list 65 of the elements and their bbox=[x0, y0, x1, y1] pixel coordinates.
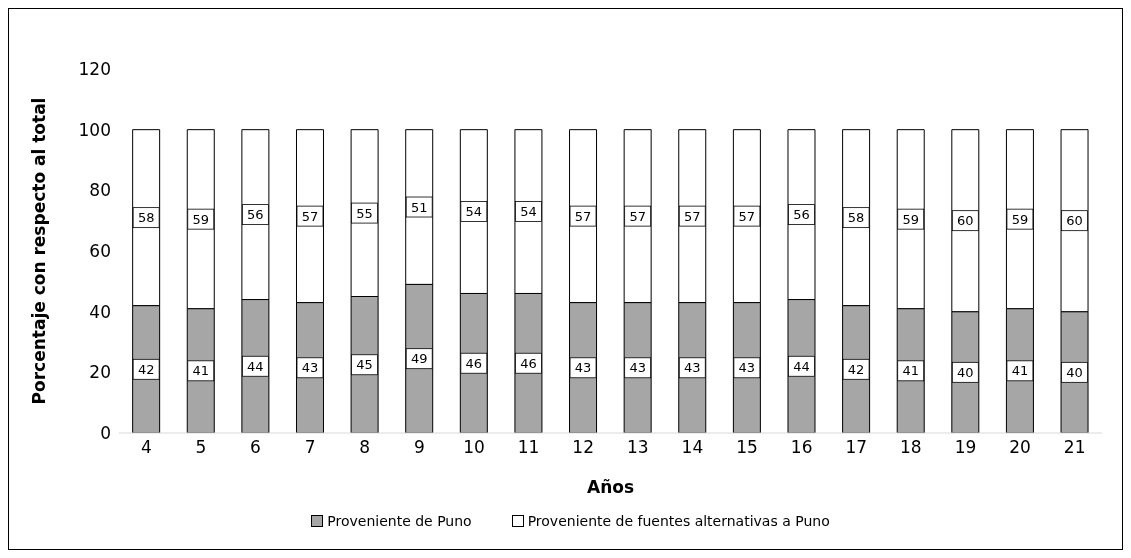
y-tick-label: 40 bbox=[89, 301, 111, 322]
data-label: 57 bbox=[683, 208, 701, 224]
data-label: 45 bbox=[356, 357, 373, 373]
data-label: 44 bbox=[793, 358, 810, 374]
data-label: 57 bbox=[574, 208, 592, 224]
x-tick-label: 21 bbox=[1063, 437, 1086, 458]
data-label: 60 bbox=[957, 213, 974, 229]
data-label: 40 bbox=[1066, 364, 1083, 380]
x-tick-label: 19 bbox=[954, 437, 977, 458]
data-label: 58 bbox=[847, 210, 865, 226]
data-label: 51 bbox=[410, 199, 428, 215]
data-label: 49 bbox=[410, 351, 428, 367]
data-label: 41 bbox=[1011, 363, 1029, 379]
data-label: 43 bbox=[738, 360, 756, 376]
x-tick-label: 20 bbox=[1009, 437, 1031, 458]
data-label: 43 bbox=[629, 360, 646, 376]
data-label: 59 bbox=[192, 211, 210, 227]
data-label: 54 bbox=[465, 204, 483, 220]
data-label: 60 bbox=[1066, 213, 1083, 229]
x-tick-label: 10 bbox=[463, 437, 485, 458]
x-tick-label: 11 bbox=[517, 437, 540, 458]
x-tick-label: 14 bbox=[681, 437, 704, 458]
y-tick-label: 100 bbox=[78, 119, 111, 140]
data-label: 43 bbox=[683, 360, 701, 376]
data-label: 40 bbox=[957, 364, 974, 380]
x-tick-label: 5 bbox=[195, 437, 207, 458]
data-label: 42 bbox=[847, 361, 865, 377]
data-label: 44 bbox=[247, 358, 264, 374]
x-tick-label: 7 bbox=[304, 437, 316, 458]
y-tick-label: 120 bbox=[78, 59, 111, 80]
data-label: 59 bbox=[1011, 211, 1029, 227]
data-label: 55 bbox=[356, 205, 373, 221]
y-tick-label: 60 bbox=[89, 241, 111, 262]
x-tick-label: 18 bbox=[900, 437, 922, 458]
data-label: 43 bbox=[574, 360, 592, 376]
x-tick-label: 17 bbox=[845, 437, 868, 458]
data-label: 41 bbox=[902, 363, 919, 379]
data-label: 59 bbox=[902, 211, 919, 227]
data-label: 43 bbox=[301, 360, 319, 376]
x-tick-label: 6 bbox=[250, 437, 261, 458]
x-tick-label: 16 bbox=[790, 437, 813, 458]
data-label: 57 bbox=[738, 208, 756, 224]
y-tick-label: 80 bbox=[89, 180, 111, 201]
x-tick-label: 9 bbox=[413, 437, 425, 458]
x-tick-label: 15 bbox=[736, 437, 758, 458]
data-label: 58 bbox=[137, 210, 155, 226]
y-tick-label: 20 bbox=[89, 362, 111, 383]
data-label: 42 bbox=[137, 361, 155, 377]
data-label: 57 bbox=[629, 208, 646, 224]
data-label: 46 bbox=[465, 355, 483, 371]
x-tick-label: 4 bbox=[140, 437, 152, 458]
x-axis-title: Años bbox=[586, 477, 635, 497]
y-axis-title: Porcentaje con respecto al total bbox=[29, 97, 50, 405]
data-label: 54 bbox=[520, 204, 537, 220]
x-tick-label: 8 bbox=[359, 437, 371, 458]
data-label: 56 bbox=[247, 207, 264, 223]
x-tick-label: 13 bbox=[626, 437, 649, 458]
legend-label: Proveniente de fuentes alternativas a Puno bbox=[526, 513, 830, 529]
data-label: 46 bbox=[520, 355, 537, 371]
data-label: 57 bbox=[301, 208, 319, 224]
data-label: 56 bbox=[793, 207, 810, 223]
y-tick-label: 0 bbox=[100, 423, 111, 444]
x-tick-label: 12 bbox=[572, 437, 595, 458]
data-label: 41 bbox=[192, 363, 210, 379]
legend-label: Proveniente de Puno bbox=[326, 513, 472, 529]
